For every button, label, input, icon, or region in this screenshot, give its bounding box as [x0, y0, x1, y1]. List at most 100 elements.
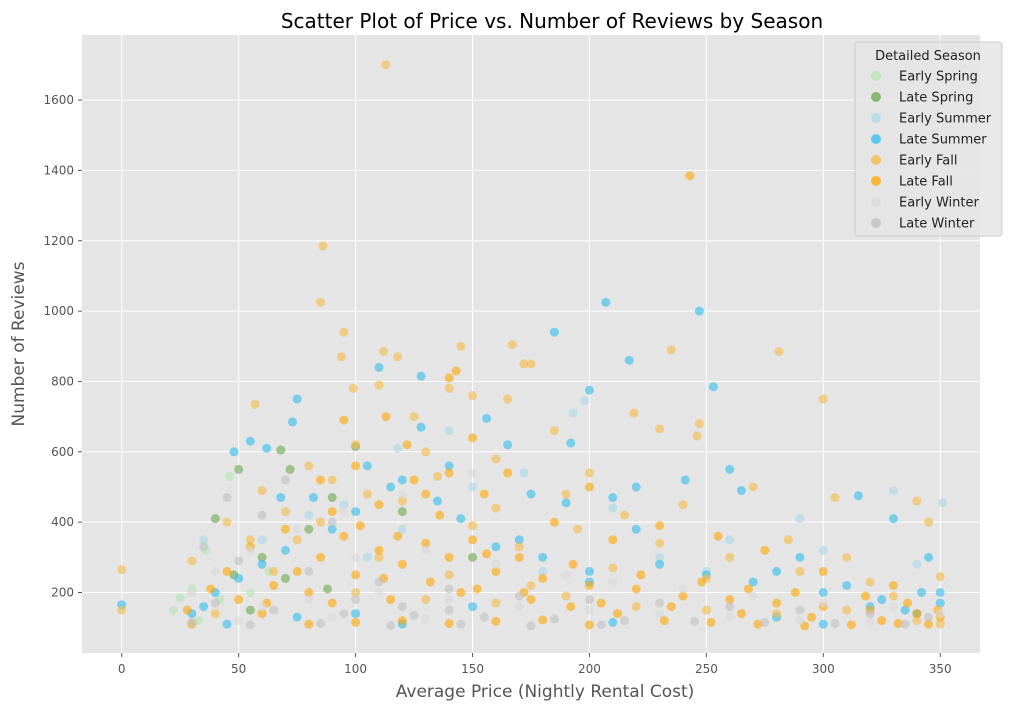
data-point — [374, 552, 384, 562]
data-point — [482, 549, 492, 559]
data-point — [409, 475, 419, 485]
data-point — [561, 489, 571, 499]
data-point — [924, 517, 934, 527]
data-point — [620, 616, 630, 626]
data-point — [199, 542, 209, 552]
data-point — [655, 552, 665, 562]
data-point — [444, 570, 454, 580]
data-point — [713, 531, 723, 541]
data-point — [807, 612, 817, 622]
data-point — [262, 443, 272, 453]
data-point — [257, 559, 267, 569]
x-axis-label: Average Price (Nightly Rental Cost) — [396, 682, 695, 702]
data-point — [386, 621, 396, 631]
data-point — [257, 510, 267, 520]
data-point — [402, 440, 412, 450]
data-point — [444, 552, 454, 562]
data-point — [596, 598, 606, 608]
data-point — [888, 580, 898, 590]
data-point — [351, 507, 361, 517]
data-point — [631, 482, 641, 492]
data-point — [397, 507, 407, 517]
data-point — [304, 588, 314, 598]
data-point — [316, 517, 326, 527]
data-point — [697, 577, 707, 587]
data-point — [327, 612, 337, 622]
data-point — [292, 394, 302, 404]
data-point — [584, 605, 594, 615]
data-point — [888, 591, 898, 601]
data-point — [503, 440, 513, 450]
data-points — [117, 60, 948, 631]
data-point — [584, 595, 594, 605]
data-point — [257, 552, 267, 562]
data-point — [561, 570, 571, 580]
data-point — [538, 573, 548, 583]
data-point — [245, 588, 255, 598]
data-point — [893, 618, 903, 628]
data-point — [783, 535, 793, 545]
y-tick-label: 1000 — [43, 304, 74, 318]
data-point — [830, 493, 840, 503]
data-point — [432, 471, 442, 481]
data-point — [584, 385, 594, 395]
data-point — [514, 535, 524, 545]
data-point — [760, 617, 770, 627]
data-point — [292, 612, 302, 622]
data-point — [924, 612, 934, 622]
data-point — [629, 408, 639, 418]
data-point — [584, 580, 594, 590]
data-point — [199, 602, 209, 612]
data-point — [362, 461, 372, 471]
x-tick-label: 200 — [578, 662, 601, 676]
data-point — [601, 297, 611, 307]
data-point — [199, 535, 209, 545]
data-point — [736, 485, 746, 495]
data-point — [608, 503, 618, 513]
data-point — [280, 545, 290, 555]
data-point — [549, 614, 559, 624]
data-point — [917, 588, 927, 598]
data-point — [168, 605, 178, 615]
data-point — [409, 412, 419, 422]
data-point — [608, 493, 618, 503]
data-point — [386, 595, 396, 605]
data-point — [444, 605, 454, 615]
data-point — [257, 535, 267, 545]
data-point — [666, 602, 676, 612]
data-point — [655, 598, 665, 608]
data-point — [842, 605, 852, 615]
data-point — [772, 598, 782, 608]
data-point — [222, 493, 232, 503]
data-point — [912, 609, 922, 619]
data-point — [435, 510, 445, 520]
data-point — [580, 396, 590, 406]
data-point — [397, 524, 407, 534]
data-point — [736, 609, 746, 619]
data-point — [468, 468, 478, 478]
data-point — [416, 371, 426, 381]
legend-marker — [871, 134, 881, 144]
data-point — [795, 514, 805, 524]
data-point — [877, 616, 887, 626]
data-point — [938, 498, 948, 508]
data-point — [444, 373, 454, 383]
data-point — [692, 431, 702, 441]
data-point — [491, 454, 501, 464]
data-point — [456, 619, 466, 629]
data-point — [416, 422, 426, 432]
data-point — [538, 552, 548, 562]
data-point — [432, 496, 442, 506]
data-point — [327, 524, 337, 534]
data-point — [339, 531, 349, 541]
data-point — [566, 602, 576, 612]
data-point — [561, 591, 571, 601]
data-point — [393, 352, 403, 362]
data-point — [421, 545, 431, 555]
data-point — [304, 595, 314, 605]
y-tick-label: 1400 — [43, 163, 74, 177]
y-tick-label: 1200 — [43, 234, 74, 248]
data-point — [795, 566, 805, 576]
chart-title: Scatter Plot of Price vs. Number of Revi… — [281, 9, 823, 33]
data-point — [482, 413, 492, 423]
